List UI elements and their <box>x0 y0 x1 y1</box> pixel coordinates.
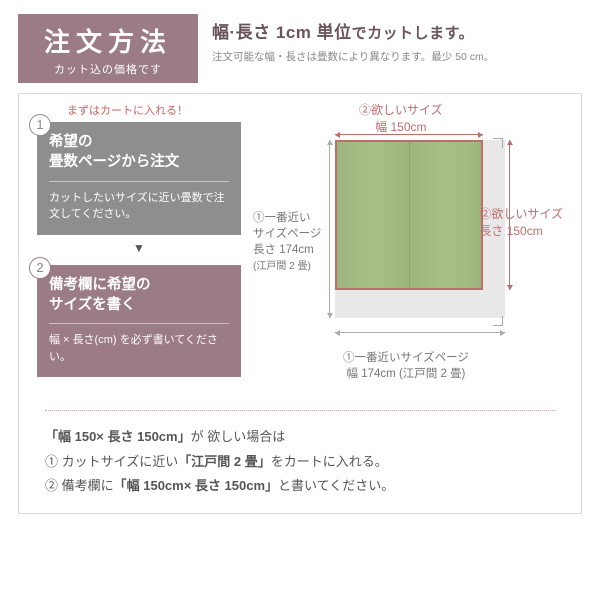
tatami-mat-2 <box>410 142 482 288</box>
title-sub: カット込の価格です <box>34 61 182 77</box>
step-1-body: カットしたいサイズに近い畳数で注文してください。 <box>49 190 229 223</box>
diagram-top-label: ②欲しいサイズ 幅 150cm <box>359 102 443 136</box>
step-2-body: 幅 × 長さ(cm) を必ず書いてください。 <box>49 332 229 365</box>
corner-tr <box>493 138 503 148</box>
footer-line2: ① カットサイズに近い「江戸間 2 畳」をカートに入れる。 <box>45 450 555 475</box>
diagram-left-label: ①一番近い サイズページ 長さ 174cm (江戸間 2 畳) <box>253 210 321 274</box>
tatami-inner <box>335 140 483 290</box>
dim-arrow-left <box>329 140 330 318</box>
steps-col: まずはカートに入れる！ 1 希望の 畳数ページから注文 カットしたいサイズに近い… <box>37 100 241 390</box>
step-2-number: 2 <box>29 257 51 279</box>
main-frame: まずはカートに入れる！ 1 希望の 畳数ページから注文 カットしたいサイズに近い… <box>18 93 582 514</box>
step-1-title: 希望の 畳数ページから注文 <box>49 132 229 173</box>
title-main: 注文方法 <box>34 22 182 59</box>
step-1-divider <box>49 181 229 182</box>
tatami-mat-1 <box>337 142 410 288</box>
footer-example: 「幅 150× 長さ 150cm」が 欲しい場合は ① カットサイズに近い「江戸… <box>45 410 555 499</box>
header-line2: 注文可能な幅・長さは畳数により異なります。最少 50 cm。 <box>212 49 582 64</box>
header-emph: 幅·長さ 1cm 単位 <box>212 23 352 42</box>
main-columns: まずはカートに入れる！ 1 希望の 畳数ページから注文 カットしたいサイズに近い… <box>37 100 563 390</box>
header-line1: 幅·長さ 1cm 単位でカットします。 <box>212 18 582 43</box>
pretext: まずはカートに入れる！ <box>67 102 241 118</box>
title-box: 注文方法 カット込の価格です <box>18 14 198 83</box>
footer-line1: 「幅 150× 長さ 150cm」が 欲しい場合は <box>45 425 555 450</box>
diagram-bottom-label: ①一番近いサイズページ 幅 174cm (江戸間 2 畳) <box>343 350 469 382</box>
arrow-down-icon: ▼ <box>37 241 241 255</box>
step-1-number: 1 <box>29 114 51 136</box>
dim-arrow-top <box>335 134 483 135</box>
header-text: 幅·長さ 1cm 単位でカットします。 注文可能な幅・長さは畳数により異なります… <box>212 14 582 64</box>
step-2-divider <box>49 323 229 324</box>
header-row: 注文方法 カット込の価格です 幅·長さ 1cm 単位でカットします。 注文可能な… <box>18 14 582 83</box>
step-2-title: 備考欄に希望の サイズを書く <box>49 275 229 316</box>
dim-arrow-bottom <box>335 332 505 333</box>
step-1: 1 希望の 畳数ページから注文 カットしたいサイズに近い畳数で注文してください。 <box>37 122 241 235</box>
step-2: 2 備考欄に希望の サイズを書く 幅 × 長さ(cm) を必ず書いてください。 <box>37 265 241 378</box>
diagram-right-label: ②欲しいサイズ 長さ 150cm <box>479 206 563 240</box>
corner-br <box>493 316 503 326</box>
footer-line3: ② 備考欄に「幅 150cm× 長さ 150cm」と書いてください。 <box>45 474 555 499</box>
diagram: ②欲しいサイズ 幅 150cm ①一番近い サイズページ 長さ 174cm (江… <box>253 100 563 390</box>
header-rest: でカットします。 <box>352 25 475 42</box>
